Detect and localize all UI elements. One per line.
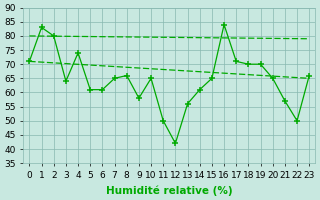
X-axis label: Humidité relative (%): Humidité relative (%) — [106, 185, 233, 196]
